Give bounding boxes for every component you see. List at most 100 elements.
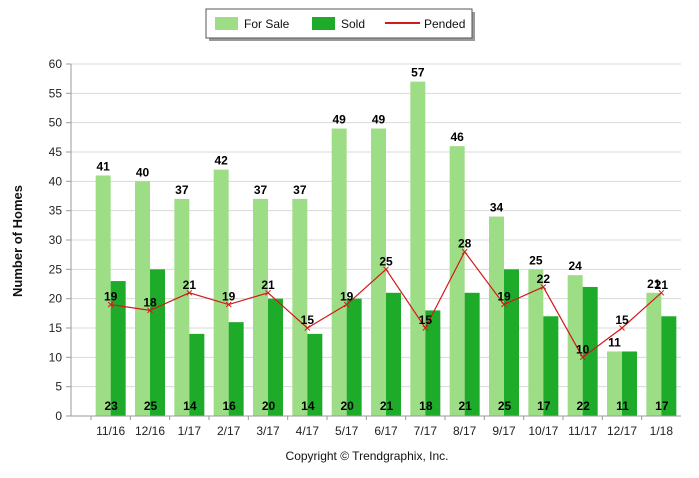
pended-point	[501, 301, 507, 308]
bar-sold	[346, 298, 362, 416]
data-label-sold: 14	[183, 399, 197, 413]
data-label-pended: 15	[419, 313, 433, 327]
pended-point	[186, 289, 193, 296]
pended-point	[343, 301, 350, 308]
bar-for-sale	[174, 198, 190, 416]
data-label-pended: 21	[183, 278, 197, 292]
y-tick-label: 50	[49, 116, 63, 130]
data-label-sold: 23	[104, 399, 118, 413]
axes: 0 5 10 15 20 25 30 35 40 45 50 55 60 11/16 12/16 1/17 2/…	[49, 57, 681, 438]
bar-sold	[504, 269, 519, 416]
bar-for-sale	[489, 216, 504, 416]
bar-for-sale	[371, 128, 386, 417]
bar-for-sale	[449, 146, 465, 416]
pended-point	[540, 284, 547, 290]
data-label-sold: 11	[616, 399, 629, 413]
data-label-sold: 18	[419, 399, 433, 413]
bar-sold	[110, 281, 126, 416]
data-label-pended: 22	[537, 272, 551, 286]
x-tick-label: 5/17	[335, 424, 359, 438]
x-tick-label: 11/17	[568, 424, 597, 438]
data-label-pended: 19	[104, 290, 118, 304]
x-tick-label: 7/17	[414, 424, 438, 438]
y-tick-label: 20	[49, 292, 63, 306]
bar-sold	[228, 322, 244, 416]
data-label-pended: 25	[379, 254, 393, 268]
y-tick-label: 5	[55, 380, 62, 394]
data-label-for-sale: 21	[647, 277, 661, 291]
bar-sold	[425, 310, 441, 416]
y-tick-label: 0	[55, 409, 62, 423]
data-label-sold: 14	[301, 399, 315, 413]
pended-point	[304, 325, 311, 331]
bar-for-sale	[607, 351, 622, 416]
bar-for-sale	[253, 198, 268, 416]
bar-for-sale	[135, 181, 150, 416]
bar-sold	[150, 269, 165, 416]
legend-label-for-sale: For Sale	[244, 17, 290, 31]
data-label-for-sale: 57	[411, 66, 425, 80]
data-label-sold: 16	[222, 399, 236, 413]
data-label-pended: 18	[143, 295, 157, 309]
pended-point	[619, 325, 625, 331]
bars	[95, 81, 677, 417]
legend: For Sale Sold Pended	[205, 8, 475, 41]
data-label-for-sale: 25	[529, 253, 543, 267]
data-label-for-sale: 34	[490, 201, 504, 215]
bar-for-sale	[331, 128, 347, 417]
x-tick-label: 12/16	[135, 424, 165, 438]
data-label-for-sale: 37	[175, 183, 189, 197]
data-label-pended: 15	[615, 313, 629, 327]
bar-for-sale	[410, 81, 426, 416]
copyright-text: Copyright © Trendgraphix, Inc.	[286, 449, 449, 463]
pended-series	[107, 248, 665, 361]
pended-point	[658, 289, 665, 296]
pended-point	[265, 289, 271, 296]
y-tick-label: 45	[49, 145, 63, 159]
data-label-for-sale: 37	[293, 183, 307, 197]
bar-sold	[386, 292, 401, 416]
bar-for-sale	[528, 269, 544, 416]
y-tick-label: 40	[49, 174, 63, 188]
y-tick-label: 55	[49, 86, 63, 100]
data-label-for-sale: 49	[332, 113, 346, 127]
data-label-pended: 28	[458, 237, 472, 251]
x-tick-label: 1/18	[650, 424, 674, 438]
data-label-sold: 20	[262, 399, 276, 413]
data-label-sold: 22	[576, 399, 590, 413]
data-label-for-sale: 11	[608, 335, 621, 349]
data-label-pended: 19	[497, 290, 511, 304]
y-tick-label: 30	[49, 233, 63, 247]
x-tick-label: 8/17	[453, 424, 477, 438]
x-tick-label: 9/17	[492, 424, 516, 438]
y-tick-label: 15	[49, 321, 63, 335]
data-label-for-sale: 40	[136, 165, 150, 179]
x-tick-label: 3/17	[256, 424, 280, 438]
data-label-sold: 20	[340, 399, 354, 413]
data-label-for-sale: 46	[450, 130, 464, 144]
bar-sold	[464, 292, 480, 416]
data-labels: 41 23 19 40 25 18 37 14 21 42 16 19 37 20 21 37 14 15 49 20…	[96, 66, 668, 413]
y-tick-label: 35	[49, 204, 63, 218]
bar-sold	[307, 333, 323, 416]
x-tick-label: 10/17	[528, 424, 558, 438]
data-label-sold: 17	[537, 399, 551, 413]
bar-for-sale	[95, 175, 111, 416]
data-label-for-sale: 41	[96, 159, 110, 173]
x-tick-label: 6/17	[374, 424, 398, 438]
data-label-pended: 21	[655, 278, 669, 292]
bar-for-sale	[213, 169, 229, 416]
x-tick-label: 12/17	[607, 424, 637, 438]
bar-sold	[268, 298, 283, 416]
data-label-sold: 21	[458, 399, 472, 413]
bar-for-sale	[292, 198, 308, 416]
data-label-sold: 25	[498, 399, 512, 413]
pended-point	[147, 307, 153, 314]
data-label-pended: 19	[222, 290, 236, 304]
legend-label-pended: Pended	[424, 17, 465, 31]
x-tick-label: 1/17	[178, 424, 202, 438]
x-tick-label: 2/17	[217, 424, 241, 438]
bar-for-sale	[646, 292, 662, 416]
data-label-sold: 25	[144, 399, 158, 413]
